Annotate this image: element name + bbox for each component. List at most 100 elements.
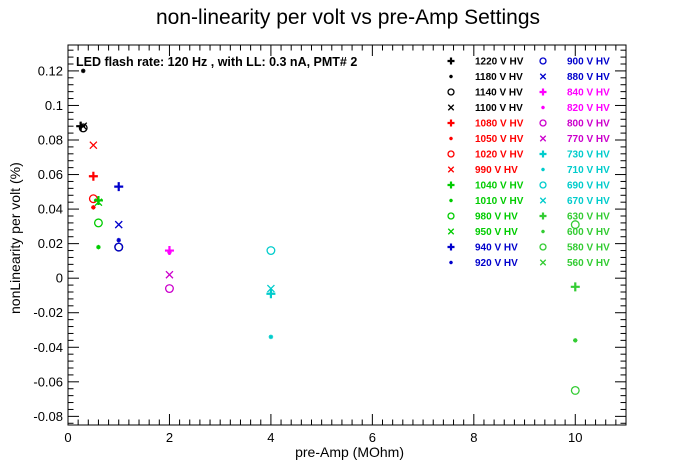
- y-tick-label: -0.06: [33, 374, 63, 389]
- legend-marker: [539, 212, 547, 220]
- legend-label: 1080 V HV: [475, 119, 524, 130]
- legend-label: 560 V HV: [567, 258, 610, 269]
- legend-label: 770 V HV: [567, 134, 610, 145]
- legend-label: 1010 V HV: [475, 196, 524, 207]
- legend-marker: [449, 198, 453, 203]
- data-point: [94, 198, 103, 207]
- data-point: [266, 289, 276, 299]
- legend-label: 1050 V HV: [475, 134, 524, 145]
- legend-marker: [539, 135, 547, 142]
- data-point: [114, 182, 124, 192]
- legend-marker: [447, 228, 455, 235]
- legend-marker: [539, 73, 547, 80]
- legend-label: 1140 V HV: [475, 88, 523, 99]
- legend-marker: [539, 57, 547, 65]
- y-tick-label: 0.02: [38, 236, 63, 251]
- y-tick-label: 0.08: [38, 133, 63, 148]
- y-tick-label: 0.04: [38, 202, 63, 217]
- legend-marker: [447, 88, 455, 96]
- legend-marker: [447, 119, 455, 127]
- plot-frame: [67, 44, 627, 426]
- x-tick-label: 2: [166, 430, 173, 445]
- legend-marker: [539, 181, 547, 189]
- y-tick-label: 0.06: [38, 167, 63, 182]
- legend-marker: [447, 212, 455, 220]
- y-tick-label: 0.1: [45, 98, 63, 113]
- data-point: [570, 282, 580, 292]
- chart-annotation: LED flash rate: 120 Hz , with LL: 0.3 nA…: [76, 55, 357, 69]
- legend-label: 940 V HV: [475, 243, 518, 254]
- chart-title: non-linearity per volt vs pre-Amp Settin…: [156, 6, 540, 29]
- legend-label: 880 V HV: [567, 72, 610, 83]
- legend: 1220 V HV 1180 V HV 1140 V HV 1100 V HV 1080…: [447, 57, 610, 269]
- legend-marker: [447, 166, 455, 173]
- data-point: [80, 68, 86, 74]
- legend-marker: [539, 150, 547, 158]
- data-point: [266, 284, 275, 293]
- y-tick-label: -0.04: [33, 340, 63, 355]
- data-point: [268, 334, 274, 340]
- y-tick-label: 0: [56, 271, 63, 286]
- legend-label: 1040 V HV: [475, 181, 524, 192]
- legend-label: 990 V HV: [475, 165, 518, 176]
- legend-label: 820 V HV: [567, 103, 610, 114]
- data-point: [88, 194, 98, 204]
- axes: 0 2 4 6 8 10 -0.08 -0.06 -0.04 -0.02 0 0.02 0.04 0.06…: [33, 45, 627, 445]
- data-point: [114, 242, 124, 252]
- data-point: [96, 244, 101, 250]
- legend-label: 840 V HV: [567, 88, 610, 99]
- data-point: [88, 171, 98, 181]
- legend-label: 800 V HV: [567, 119, 610, 130]
- legend-label: 690 V HV: [567, 181, 610, 192]
- data-point: [266, 246, 276, 256]
- legend-marker: [449, 136, 453, 141]
- y-axis-label: nonLinearity per volt (%): [7, 162, 23, 314]
- legend-label: 730 V HV: [567, 150, 610, 161]
- legend-label: 670 V HV: [567, 196, 610, 207]
- data-point: [91, 205, 96, 210]
- legend-marker: [539, 88, 547, 96]
- x-tick-label: 0: [64, 430, 71, 445]
- legend-label: 710 V HV: [567, 165, 610, 176]
- legend-marker: [447, 243, 455, 251]
- data-point: [79, 122, 88, 131]
- legend-marker: [449, 74, 453, 79]
- legend-marker: [541, 105, 545, 110]
- legend-label: 980 V HV: [475, 212, 518, 223]
- y-tick-label: -0.08: [33, 409, 63, 424]
- data-point: [570, 385, 580, 395]
- data-point: [78, 123, 88, 133]
- data-point: [573, 338, 578, 343]
- x-tick-label: 8: [470, 430, 477, 445]
- data-point: [93, 218, 103, 228]
- data-point: [570, 220, 580, 230]
- legend-label: 630 V HV: [567, 212, 610, 223]
- legend-label: 950 V HV: [475, 227, 518, 238]
- legend-label: 1180 V HV: [475, 72, 523, 83]
- data-point: [167, 250, 172, 255]
- x-tick-label: 4: [267, 430, 274, 445]
- data-point: [164, 284, 174, 294]
- legend-marker: [447, 57, 455, 65]
- legend-marker: [449, 260, 453, 265]
- legend-marker: [539, 197, 547, 204]
- legend-label: 920 V HV: [475, 258, 518, 269]
- x-tick-label: 10: [568, 430, 582, 445]
- data-point: [165, 270, 174, 279]
- data-markers: [76, 68, 580, 395]
- legend-marker: [447, 104, 455, 111]
- legend-label: 900 V HV: [567, 57, 610, 68]
- legend-marker: [447, 181, 455, 189]
- legend-marker: [539, 119, 547, 127]
- legend-marker: [541, 229, 545, 234]
- data-point: [116, 237, 121, 243]
- data-point: [114, 220, 123, 229]
- legend-label: 600 V HV: [567, 227, 610, 238]
- data-point: [93, 195, 103, 205]
- data-point: [89, 141, 98, 150]
- x-tick-label: 6: [369, 430, 376, 445]
- y-tick-label: -0.02: [33, 305, 63, 320]
- legend-label: 580 V HV: [567, 243, 610, 254]
- legend-label: 1220 V HV: [475, 57, 524, 68]
